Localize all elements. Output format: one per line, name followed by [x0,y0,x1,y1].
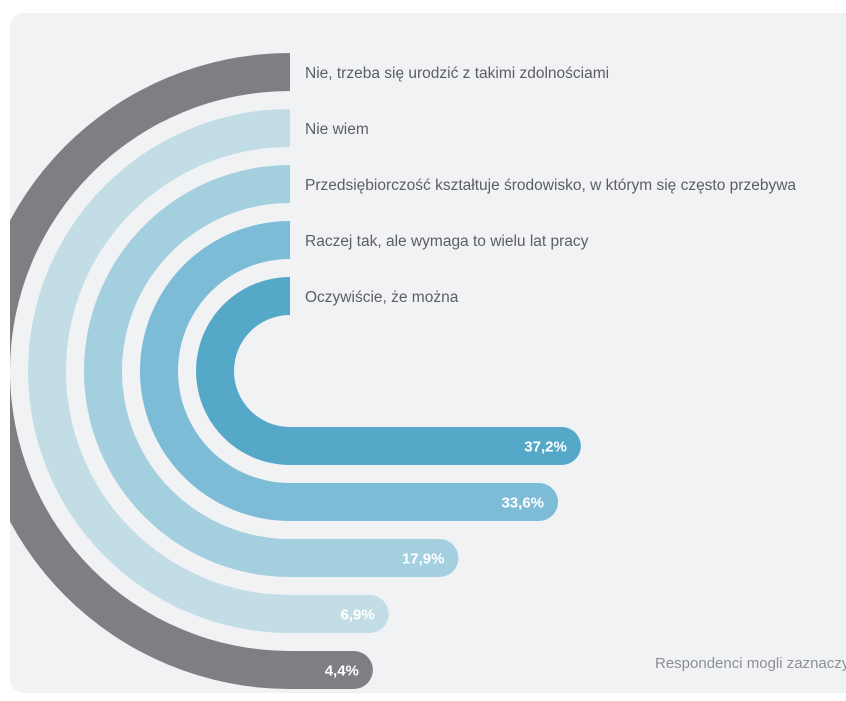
bar-band-4 [140,221,559,521]
footnote: Respondenci mogli zaznaczy [655,655,846,672]
value-label-1: 4,4% [325,663,359,680]
category-label-2: Nie wiem [305,121,369,138]
title-strip [0,0,846,9]
value-label-2: 6,9% [341,607,375,624]
bar-band-5 [196,277,581,465]
value-label-5: 37,2% [524,439,567,456]
category-label-1: Nie, trzeba się urodzić z takimi zdolnoś… [305,65,609,82]
category-label-5: Oczywiście, że można [305,289,459,306]
category-label-3: Przedsiębiorczość kształtuje środowisko,… [305,177,796,194]
concentric-bar-chart: Nie, trzeba się urodzić z takimi zdolnoś… [10,53,796,689]
category-label-4: Raczej tak, ale wymaga to wielu lat prac… [305,233,589,250]
chart-panel: Nie, trzeba się urodzić z takimi zdolnoś… [10,13,846,693]
value-label-3: 17,9% [402,551,445,568]
value-label-4: 33,6% [501,495,544,512]
